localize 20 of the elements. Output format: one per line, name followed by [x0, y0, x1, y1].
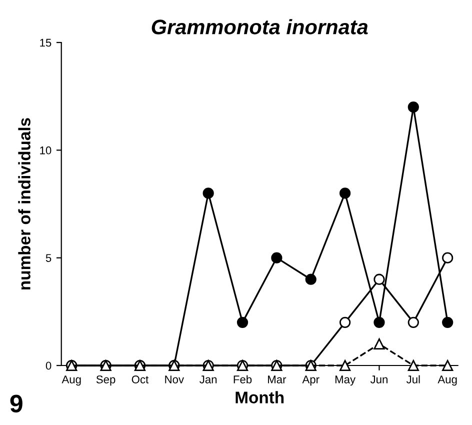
x-tick-label: May [335, 376, 356, 386]
y-tick-label: 0 [46, 362, 52, 370]
x-tick-label: Nov [165, 376, 184, 384]
x-tick-label: Jan [200, 376, 217, 384]
chart-title: Grammonota inornata [152, 19, 368, 34]
x-tick-label: Apr [302, 376, 320, 386]
x-tick-label: Sep [96, 376, 116, 386]
x-tick-label: Jun [370, 376, 388, 384]
y-axis-title: number of individuals [18, 118, 30, 290]
x-axis-title: Month [236, 391, 284, 404]
x-tick-label: Aug [438, 376, 457, 386]
y-tick-label: 10 [40, 146, 52, 154]
y-tick-label: 5 [46, 254, 52, 262]
x-tick-label: Feb [234, 375, 252, 384]
text: 9 [10, 394, 22, 412]
x-tick-label: Aug [62, 376, 81, 386]
x-tick-label: Oct [132, 376, 149, 384]
y-tick-label: 15 [40, 38, 52, 47]
x-tick-label: Mar [268, 376, 286, 384]
x-tick-label: Jul [406, 375, 420, 384]
